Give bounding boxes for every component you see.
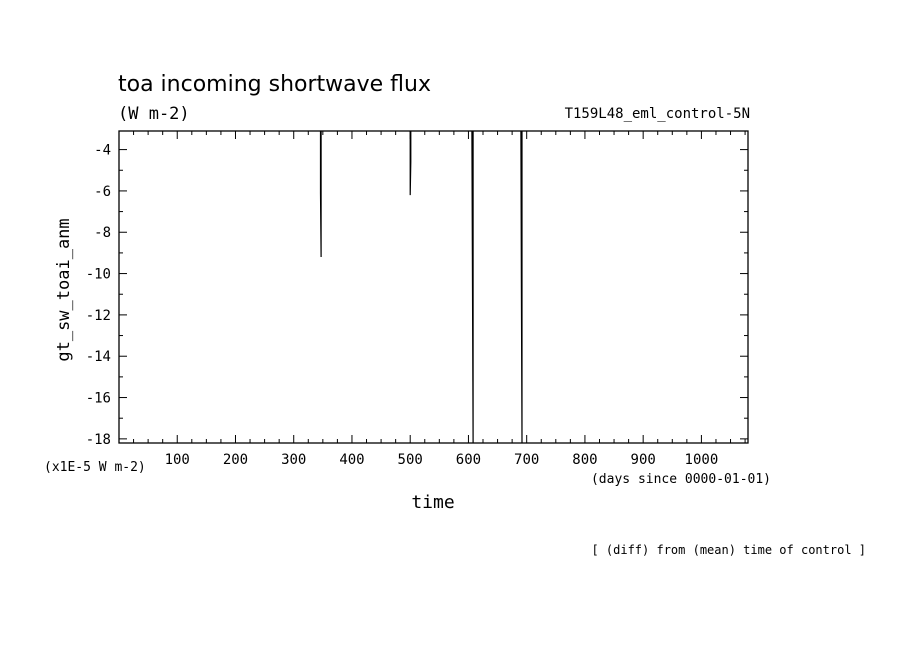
- y-tick-label: -14: [86, 349, 111, 365]
- x-tick-label: 100: [165, 452, 190, 468]
- y-tick-label: -6: [94, 184, 111, 200]
- series-spike: [409, 131, 412, 196]
- plot-area: [118, 130, 749, 444]
- series-spike: [319, 131, 322, 258]
- y-tick-label: -16: [86, 391, 111, 407]
- y-tick-label: -10: [86, 267, 111, 283]
- plot-border: [118, 130, 749, 444]
- units-label: (W m-2): [118, 104, 190, 124]
- y-axis-label: gt_sw_toai_anm: [54, 218, 74, 361]
- run-label: T159L48_eml_control-5N: [565, 106, 750, 122]
- x-tick-label: 1000: [685, 452, 719, 468]
- chart-title: toa incoming shortwave flux: [118, 72, 431, 97]
- x-tick-label: 400: [339, 452, 364, 468]
- x-tick-label: 600: [456, 452, 481, 468]
- series-spike: [471, 130, 474, 444]
- x-axis: 100 200 300 400 500 600 700 800 900 1000: [133, 131, 746, 468]
- x-axis-label: time: [411, 492, 454, 513]
- series-spike: [520, 130, 523, 444]
- x-tick-label: 700: [514, 452, 539, 468]
- x-tick-label: 800: [572, 452, 597, 468]
- x-tick-label: 300: [281, 452, 306, 468]
- y-tick-label: -4: [94, 143, 111, 159]
- y-axis: -4 -6 -8 -10 -12 -14 -16 -18: [86, 143, 748, 448]
- y-tick-label: -8: [94, 225, 111, 241]
- series-layer: [319, 130, 523, 444]
- x-tick-label: 900: [631, 452, 656, 468]
- x-tick-label: 500: [398, 452, 423, 468]
- footnote: [ (diff) from (mean) time of control ]: [591, 543, 866, 557]
- x-units-label: (days since 0000-01-01): [591, 472, 771, 487]
- x-tick-label: 200: [223, 452, 248, 468]
- y-tick-label: -18: [86, 432, 111, 448]
- y-scale-label: (x1E-5 W m-2): [44, 460, 146, 475]
- y-tick-label: -12: [86, 308, 111, 324]
